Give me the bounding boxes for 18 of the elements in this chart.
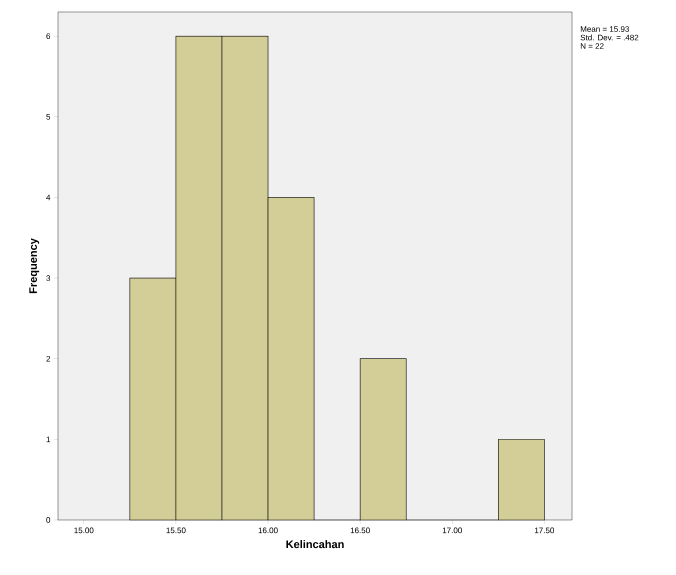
- text: N = 22: [580, 43, 604, 49]
- x-axis-title: Kelincahan: [286, 540, 344, 548]
- y-tick-label: 2: [46, 356, 50, 362]
- x-tick-label: 17.00: [442, 528, 462, 534]
- y-tick-label: 0: [46, 517, 50, 523]
- y-tick-label: 3: [46, 275, 50, 281]
- y-axis-title: Frequency: [29, 238, 40, 294]
- y-tick-label: 4: [46, 194, 50, 200]
- x-tick-label: 15.00: [74, 528, 94, 534]
- text: Std. Dev. = .482: [580, 34, 638, 40]
- x-tick-label: 16.00: [258, 528, 278, 534]
- x-tick-label: 17.50: [534, 528, 554, 534]
- y-tick-label: 1: [46, 436, 50, 442]
- x-tick-label: 16.50: [350, 528, 370, 534]
- text: Mean = 15.93: [580, 26, 629, 32]
- y-tick-label: 5: [46, 114, 50, 120]
- y-tick-label: 6: [46, 33, 50, 40]
- x-tick-label: 15.50: [166, 528, 186, 534]
